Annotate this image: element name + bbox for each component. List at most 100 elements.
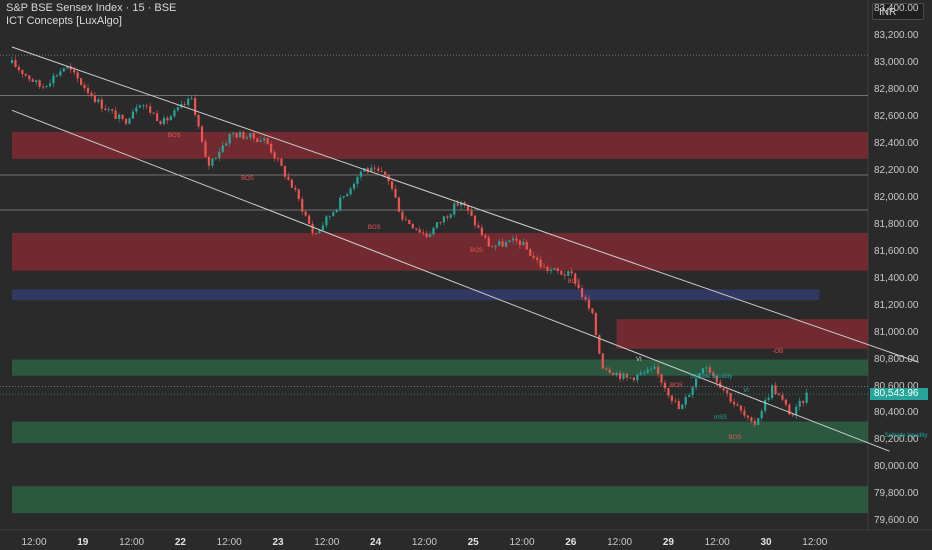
candle	[14, 60, 17, 67]
candle	[377, 168, 380, 171]
candle	[612, 372, 615, 376]
candle	[31, 79, 34, 82]
candle	[55, 75, 59, 77]
price-tick-label: 82,000.00	[874, 191, 919, 203]
candle	[674, 400, 677, 402]
candle	[235, 133, 238, 138]
candle	[17, 66, 21, 70]
chart-annotation: mSS	[714, 414, 728, 421]
candle	[781, 395, 784, 400]
time-tick-label: 12:00	[411, 537, 437, 548]
candle	[321, 225, 325, 231]
chart-annotation: VI	[636, 356, 642, 363]
candle	[314, 233, 318, 234]
chart-annotation: -OB	[772, 348, 784, 355]
candle	[411, 224, 414, 229]
candle	[536, 257, 539, 260]
trendline	[11, 46, 919, 363]
candle	[335, 209, 338, 213]
time-tick-label: 30	[760, 537, 772, 548]
price-tick-label: 81,400.00	[874, 272, 919, 284]
price-tick-label: 80,400.00	[874, 407, 919, 419]
candle	[570, 271, 573, 274]
candle	[477, 225, 480, 228]
candle	[93, 95, 97, 102]
candle	[608, 369, 611, 373]
candle	[204, 141, 207, 158]
candle	[549, 269, 553, 271]
candle	[232, 133, 235, 135]
price-tick-label: 80,000.00	[874, 461, 919, 473]
price-tick-label: 82,200.00	[874, 164, 919, 176]
candle	[183, 104, 186, 105]
candle	[684, 397, 687, 405]
candle	[460, 202, 463, 206]
candle	[339, 197, 342, 210]
candle	[601, 353, 604, 369]
candle	[594, 313, 597, 336]
demand-zone	[12, 486, 868, 514]
candle	[788, 404, 791, 415]
candle	[249, 133, 252, 138]
candle	[238, 132, 242, 138]
candle	[131, 111, 135, 119]
candle	[677, 401, 680, 410]
candle	[736, 404, 739, 406]
time-tick-label: 24	[370, 537, 382, 548]
candle	[470, 210, 473, 216]
candle	[86, 88, 90, 93]
chart-annotation: Sellside liquidity	[689, 374, 733, 381]
candle	[280, 158, 283, 166]
chart-annotation: BOS	[168, 132, 181, 139]
candle	[712, 372, 715, 377]
candle	[187, 98, 190, 105]
candle	[79, 78, 83, 85]
candle	[546, 266, 549, 271]
candle	[466, 205, 470, 211]
candle	[670, 395, 673, 401]
candle	[149, 106, 152, 113]
candle	[428, 234, 432, 237]
chart-annotation: BOS	[470, 247, 483, 254]
time-tick-label: 12:00	[21, 537, 47, 548]
candle	[197, 114, 200, 127]
price-tick-label: 80,200.00	[874, 434, 919, 446]
candle	[111, 109, 114, 111]
candle	[352, 183, 356, 189]
candle	[218, 151, 221, 158]
candle	[10, 60, 14, 64]
candle	[705, 367, 708, 369]
supply-zone	[616, 319, 868, 349]
candle	[356, 176, 359, 184]
candle	[484, 235, 487, 238]
candle	[301, 199, 304, 212]
candle	[166, 117, 169, 121]
chart-annotation: VI	[743, 387, 749, 394]
candle	[629, 377, 632, 379]
candle	[384, 171, 387, 176]
candle	[256, 138, 259, 142]
candle	[283, 165, 287, 177]
candle	[332, 212, 335, 216]
time-tick-label: 12:00	[802, 537, 828, 548]
candle	[245, 137, 249, 139]
candle	[598, 335, 601, 354]
candle	[370, 167, 373, 172]
price-tick-label: 83,000.00	[874, 57, 919, 69]
candle	[650, 368, 653, 370]
chart-annotation: BOS	[728, 435, 742, 442]
time-tick-label: 26	[565, 537, 577, 548]
candle	[663, 382, 667, 389]
candle	[366, 168, 369, 172]
candle	[38, 80, 41, 87]
candle	[408, 219, 411, 225]
candle	[349, 188, 352, 195]
currency-selector[interactable]: INR	[872, 3, 924, 20]
candle	[415, 228, 418, 230]
candle	[574, 273, 577, 284]
time-tick-label: 12:00	[314, 537, 340, 548]
candle	[698, 373, 701, 379]
candle	[681, 404, 684, 410]
time-tick-label: 12:00	[119, 537, 145, 548]
